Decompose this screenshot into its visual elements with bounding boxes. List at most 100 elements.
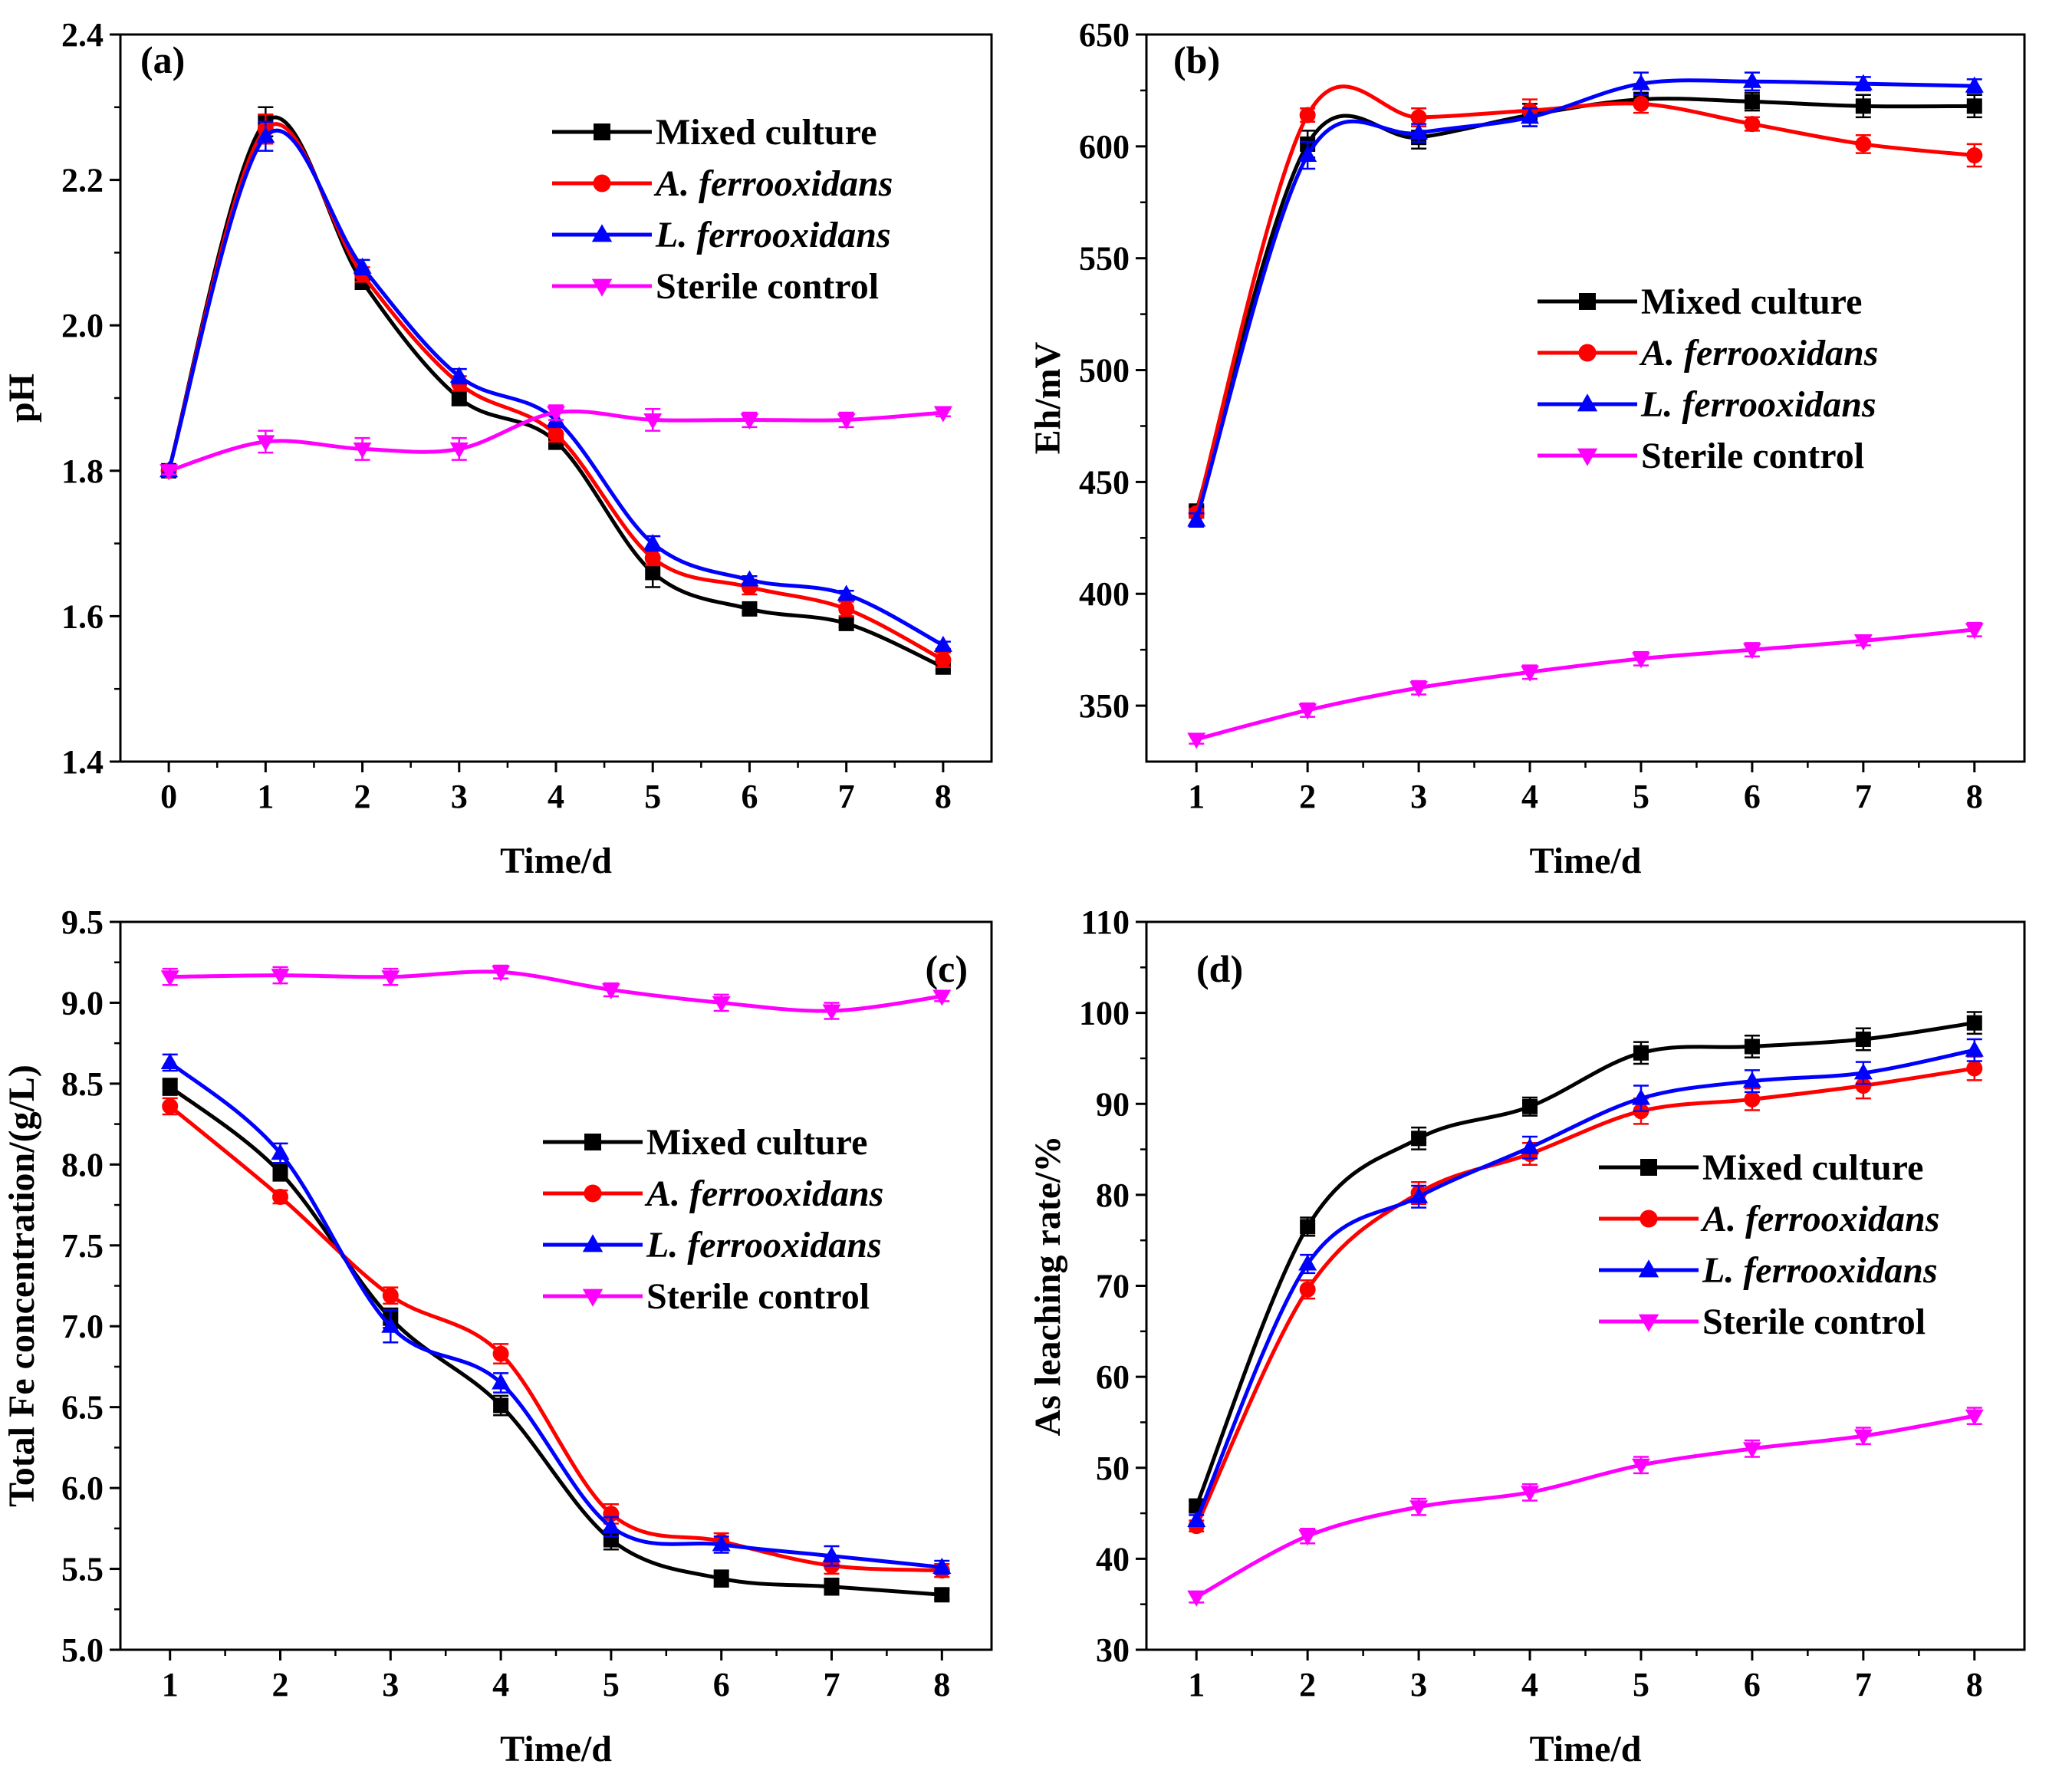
data-point xyxy=(1298,1254,1317,1271)
x-tick-label: 6 xyxy=(713,1666,730,1703)
series-sterile-control xyxy=(1187,621,1984,749)
data-point xyxy=(644,550,661,567)
data-point xyxy=(933,635,952,652)
y-tick-label: 350 xyxy=(1079,687,1130,725)
legend-label: L. ferrooxidans xyxy=(1702,1250,1938,1291)
data-point xyxy=(256,435,275,452)
y-tick-label: 8.0 xyxy=(61,1146,104,1183)
y-tick-label: 2.4 xyxy=(61,16,104,54)
data-point xyxy=(160,970,179,987)
data-point xyxy=(1631,74,1650,91)
data-point xyxy=(1187,1590,1206,1607)
legend-marker xyxy=(1638,1314,1659,1332)
legend-marker xyxy=(582,1234,604,1252)
x-tick-label: 6 xyxy=(1744,1666,1761,1703)
series-sterile-control xyxy=(160,404,952,481)
chart-panel-c: 1 2 3 4 5 6 7 8 5.0 5.5 6.0 6.5 7.0 7.5 8.0 8.5 9.0 9.5 Ti… xyxy=(2,903,993,1769)
x-tick-label: 4 xyxy=(1521,778,1538,815)
series-line xyxy=(1194,1048,1975,1522)
y-tick-label: 650 xyxy=(1079,16,1130,54)
legend-label: L. ferrooxidans xyxy=(655,215,891,255)
y-tick-label: 600 xyxy=(1079,128,1130,166)
data-point xyxy=(1187,510,1206,527)
y-axis-title: Total Fe concentration/(g/L) xyxy=(2,1065,42,1507)
data-point xyxy=(822,1546,841,1563)
data-point xyxy=(1409,1187,1429,1203)
y-tick-label: 30 xyxy=(1096,1631,1130,1669)
series-line xyxy=(1196,627,1975,742)
x-tick-label: 7 xyxy=(838,778,855,815)
data-point xyxy=(449,442,469,459)
data-point xyxy=(381,970,400,987)
data-point xyxy=(1966,98,1982,114)
data-point xyxy=(838,615,854,631)
data-point xyxy=(1855,136,1872,153)
data-point xyxy=(1855,98,1871,114)
data-point xyxy=(1853,634,1873,650)
legend-label: Sterile control xyxy=(646,1276,870,1317)
y-tick-label: 400 xyxy=(1079,575,1130,613)
legend: Mixed culture A. ferrooxidans L. ferrooxid… xyxy=(543,1122,883,1317)
x-tick-label: 3 xyxy=(1410,1666,1427,1703)
x-axis-title: Time/d xyxy=(500,1729,612,1769)
legend-marker xyxy=(1578,344,1597,362)
data-point xyxy=(1633,1045,1649,1061)
series-mixed-culture xyxy=(1189,1011,1982,1514)
x-tick-label: 6 xyxy=(1744,778,1761,815)
series-l-ferrooxidans xyxy=(1187,71,1984,528)
legend-marker xyxy=(1577,393,1598,412)
x-tick-label: 4 xyxy=(1521,1666,1538,1703)
data-point xyxy=(643,534,663,551)
y-tick-label: 90 xyxy=(1096,1085,1130,1123)
legend-marker xyxy=(591,278,613,297)
data-point xyxy=(381,1316,400,1333)
y-tick-label: 6.0 xyxy=(61,1470,104,1507)
data-point xyxy=(1633,95,1649,112)
x-tick-label: 3 xyxy=(1410,778,1427,815)
data-point xyxy=(1631,1088,1650,1105)
y-tick-label: 450 xyxy=(1079,463,1130,501)
y-axis-title: pH xyxy=(2,374,42,423)
y-tick-label: 100 xyxy=(1079,995,1130,1032)
data-point xyxy=(1409,681,1429,698)
x-tick-label: 7 xyxy=(823,1666,840,1703)
series-line xyxy=(1194,1021,1975,1507)
data-point xyxy=(1853,1429,1873,1446)
x-tick-label: 6 xyxy=(741,778,758,815)
data-point xyxy=(1521,107,1540,124)
y-tick-label: 5.5 xyxy=(61,1551,104,1588)
data-point xyxy=(1187,1511,1206,1528)
series-a-ferrooxidans xyxy=(1188,1055,1983,1535)
data-point xyxy=(1300,1219,1316,1235)
data-point xyxy=(1965,623,1984,640)
y-tick-label: 70 xyxy=(1096,1268,1130,1305)
legend-label: Mixed culture xyxy=(646,1122,867,1163)
data-point xyxy=(1966,1015,1982,1031)
legend-marker xyxy=(594,123,610,140)
data-point xyxy=(837,413,856,430)
x-axis-title: Time/d xyxy=(500,841,612,881)
data-point xyxy=(837,584,856,601)
legend: Mixed culture A. ferrooxidans L. ferrooxid… xyxy=(552,112,893,307)
data-point xyxy=(272,1189,289,1206)
x-tick-label: 4 xyxy=(548,778,564,815)
series-line xyxy=(169,1104,942,1573)
y-tick-label: 9.5 xyxy=(61,903,104,941)
data-point xyxy=(645,564,661,581)
y-tick-label: 2.2 xyxy=(61,162,104,199)
data-point xyxy=(934,1587,950,1603)
x-tick-label: 2 xyxy=(1299,778,1316,815)
data-point xyxy=(548,426,564,443)
legend-marker xyxy=(584,1134,601,1150)
series-l-ferrooxidans xyxy=(160,1052,952,1575)
data-point xyxy=(932,1557,952,1574)
x-tick-label: 3 xyxy=(451,778,468,815)
legend-label: A. ferrooxidans xyxy=(1639,333,1878,374)
y-tick-label: 7.0 xyxy=(61,1308,104,1345)
data-point xyxy=(601,1517,620,1534)
data-point xyxy=(824,1578,840,1595)
legend-label: Sterile control xyxy=(1702,1302,1926,1342)
x-tick-label: 0 xyxy=(160,778,177,815)
data-point xyxy=(160,1052,179,1069)
data-point xyxy=(838,601,855,617)
